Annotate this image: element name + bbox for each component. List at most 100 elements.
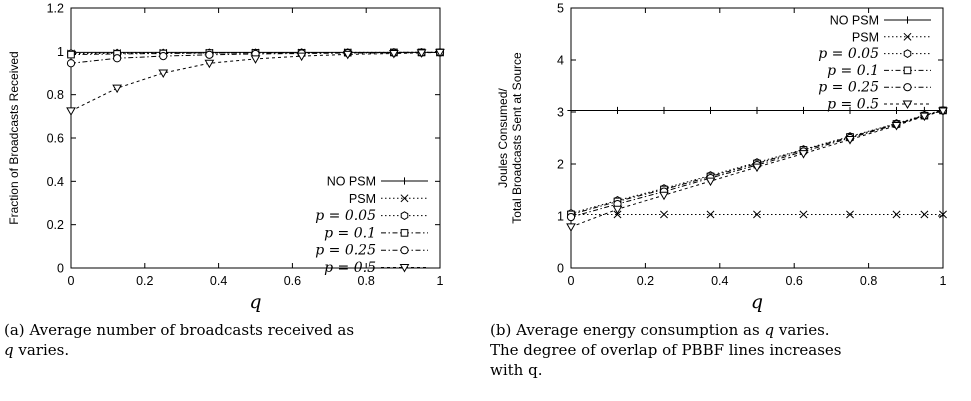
chart-a-x-tick-label: 1 xyxy=(437,274,444,288)
chart-a-data-point-p-0-5 xyxy=(435,48,445,58)
chart-b-data-point-p-0-5 xyxy=(752,163,762,173)
panel-broadcasts-received: 0 0.2 0.4 0.6 0.8 1 0 0.2 0.4 0.6 0.8 1 1.2 q Fraction… xyxy=(0,0,485,401)
chart-b-data-point-p-0-5 xyxy=(891,122,902,131)
chart-b-x-tick-label: 0.4 xyxy=(711,274,728,288)
chart-b-data-point-p-0-5 xyxy=(938,107,948,116)
chart-a-legend-marker-p-0-1 xyxy=(400,229,409,237)
chart-b-legend-label-p-0-05: p = 0.05 xyxy=(818,46,879,62)
chart-b-legend-marker-p-0-1 xyxy=(903,66,912,75)
chart-b-data-point-p-0-5 xyxy=(845,136,855,145)
chart-a-data-point-p-0-5 xyxy=(296,52,307,62)
chart-a-data-point-p-0-5 xyxy=(204,59,215,69)
caption-a-text-2: varies. xyxy=(18,341,70,359)
chart-a-legend-label-p-0-25: p = 0.25 xyxy=(315,243,376,259)
chart-a-x-tick-label: 0.2 xyxy=(136,274,153,288)
chart-b-legend-marker-p-0-5 xyxy=(902,100,913,110)
chart-a-y-tick-label: 0.4 xyxy=(47,175,64,189)
chart-b-data-point-p-0-25 xyxy=(566,212,576,222)
chart-b-data-point-no-psm xyxy=(799,106,808,115)
chart-b-data-point-psm xyxy=(892,210,901,219)
chart-a-x-tick-label: 0.8 xyxy=(358,274,375,288)
chart-a-y-tick-label: 0.8 xyxy=(47,88,64,102)
chart-b-data-point-no-psm xyxy=(892,106,901,115)
chart-b-data-point-psm xyxy=(753,210,761,219)
chart-b-y-axis-label-line: Joules Consumed/ xyxy=(496,88,510,188)
chart-b-y-tick-label: 4 xyxy=(557,54,564,68)
chart-a-data-point-p-0-25 xyxy=(159,52,168,61)
chart-a-data-point-p-0-5 xyxy=(342,50,353,60)
chart-b-data-point-p-0-5 xyxy=(705,177,716,187)
chart-a-legend-marker-p-0-05 xyxy=(400,211,409,220)
chart-a-x-axis-label: q xyxy=(249,291,261,313)
chart-a-legend-marker-p-0-5 xyxy=(399,264,410,273)
chart-b-y-tick-label: 1 xyxy=(557,210,564,224)
chart-b-series-no-psm xyxy=(567,106,947,115)
caption-b-line-3: with q. xyxy=(490,361,543,379)
chart-b-legend-label-psm: PSM xyxy=(852,30,879,44)
chart-a-legend-marker-p-0-25 xyxy=(400,246,409,255)
chart-b-legend-marker-no-psm xyxy=(903,16,912,24)
chart-a-plot-frame xyxy=(70,7,441,269)
chart-a-y-tick-label: 0 xyxy=(57,262,64,276)
chart-a-data-point-p-0-5 xyxy=(66,107,76,116)
chart-a-legend-label-p-0-1: p = 0.1 xyxy=(324,225,376,241)
chart-a-legend-label-p-0-05: p = 0.05 xyxy=(315,208,376,224)
chart-a-y-axis-label: Fraction of Broadcasts Received xyxy=(7,51,21,224)
chart-b-legend-label-p-0-25: p = 0.25 xyxy=(818,80,879,96)
chart-b-data-point-psm xyxy=(920,210,929,219)
chart-a-data-point-p-0-25 xyxy=(66,59,76,68)
chart-a-data-point-p-0-25 xyxy=(113,54,122,63)
chart-b-legend-marker-psm xyxy=(903,32,912,41)
chart-b-data-point-psm xyxy=(846,210,854,219)
caption-b-label: (b) xyxy=(490,321,512,339)
chart-b-y-tick-label: 2 xyxy=(557,158,564,172)
chart-a-data-point-p-0-5 xyxy=(416,49,427,58)
caption-b-var: q xyxy=(764,321,775,339)
chart-b-data-point-no-psm xyxy=(567,106,575,115)
chart-a-series-line-p-0-05 xyxy=(70,51,440,54)
caption-b-line-2: The degree of overlap of PBBF lines incr… xyxy=(490,341,842,359)
chart-b-data-point-psm xyxy=(706,210,715,219)
panel-energy-consumption: 0 0.2 0.4 0.6 0.8 1 0 1 2 3 4 5 q Joules Consumed/Tot… xyxy=(486,0,971,401)
chart-b-data-point-p-0-5 xyxy=(566,223,576,232)
chart-a-legend-label-psm: PSM xyxy=(349,192,376,206)
chart-a-data-point-p-0-1 xyxy=(67,50,75,59)
caption-a-line-2: q varies. xyxy=(4,340,474,360)
chart-a-x-tick-label: 0.6 xyxy=(284,274,301,288)
chart-a-y-tick-label: 1 xyxy=(57,45,64,59)
caption-b-text-1: Average energy consumption as xyxy=(516,321,760,339)
caption-a-var: q xyxy=(4,341,14,359)
chart-b-x-axis-label: q xyxy=(751,291,763,313)
chart-b-data-point-no-psm xyxy=(660,106,668,115)
chart-b-data-point-psm xyxy=(799,210,808,219)
chart-b-legend-label-no-psm: NO PSM xyxy=(830,14,879,28)
chart-b-data-point-psm xyxy=(660,210,668,219)
chart-a-x-tick-label: 0.4 xyxy=(210,274,227,288)
chart-b-data-point-p-0-5 xyxy=(612,205,623,215)
caption-b-line-1: (b) Average energy consumption as q vari… xyxy=(490,320,968,340)
chart-a-legend-label-no-psm: NO PSM xyxy=(327,175,376,189)
chart-b-x-tick-label: 0 xyxy=(568,274,575,288)
caption-a-text-1: Average number of broadcasts received as xyxy=(29,321,355,339)
chart-b-x-tick-label: 0.2 xyxy=(637,274,654,288)
caption-a-label: (a) xyxy=(4,321,25,339)
chart-b-data-point-no-psm xyxy=(613,106,622,115)
chart-b-data-point-psm xyxy=(613,210,622,219)
chart-energy-consumption: 0 0.2 0.4 0.6 0.8 1 0 1 2 3 4 5 q Joules Consumed/Tot… xyxy=(496,2,948,313)
chart-broadcasts-received: 0 0.2 0.4 0.6 0.8 1 0 0.2 0.4 0.6 0.8 1 1.2 q Fraction… xyxy=(7,2,445,313)
chart-b-data-point-no-psm xyxy=(846,106,854,115)
chart-a-y-tick-label: 1.2 xyxy=(47,2,64,16)
chart-a-y-tick-label: 0.2 xyxy=(47,218,64,232)
caption-a: (a) Average number of broadcasts receive… xyxy=(4,320,474,360)
chart-b-legend: NO PSM PSM p = 0.05p = 0.1p = 0.25p = 0.5 xyxy=(818,14,931,113)
chart-b-data-point-p-0-5 xyxy=(659,191,669,201)
chart-b-legend-marker-p-0-25 xyxy=(903,83,912,92)
caption-b-text-2: varies. xyxy=(778,321,830,339)
chart-b-y-tick-label: 5 xyxy=(557,2,564,16)
chart-a-legend-label-p-0-5: p = 0.5 xyxy=(324,260,376,276)
chart-b-legend-label-p-0-5: p = 0.5 xyxy=(827,97,879,113)
chart-a-data-point-p-0-5 xyxy=(389,50,399,59)
chart-a-legend-marker-no-psm xyxy=(400,177,409,185)
chart-b-plot-frame xyxy=(570,7,944,269)
chart-b-x-tick-label: 1 xyxy=(940,274,947,288)
